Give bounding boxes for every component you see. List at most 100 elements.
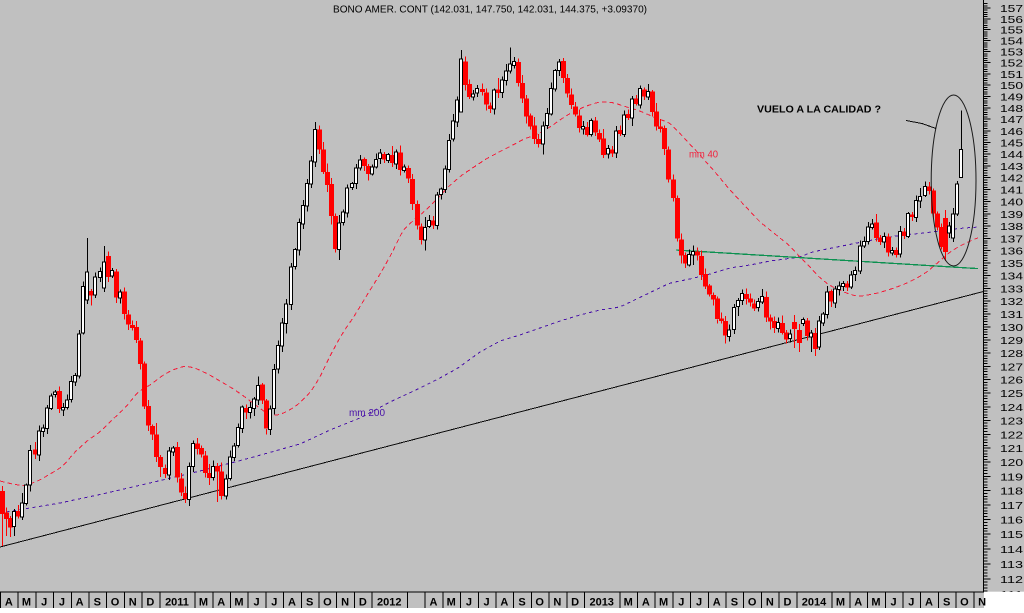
- svg-text:N: N: [341, 597, 349, 609]
- svg-text:N: N: [978, 597, 986, 609]
- svg-text:J: J: [254, 597, 260, 609]
- svg-text:mm 200: mm 200: [349, 408, 385, 419]
- svg-text:A: A: [642, 597, 650, 609]
- svg-text:D: D: [784, 597, 792, 609]
- svg-text:131: 131: [1000, 309, 1023, 321]
- svg-text:135: 135: [1000, 258, 1023, 270]
- svg-text:140: 140: [1000, 197, 1023, 209]
- svg-text:J: J: [678, 597, 684, 609]
- svg-text:J: J: [908, 597, 914, 609]
- svg-text:156: 156: [1000, 14, 1023, 26]
- svg-text:J: J: [59, 597, 65, 609]
- svg-text:151: 151: [1000, 69, 1023, 81]
- svg-text:119: 119: [1000, 471, 1023, 483]
- svg-text:D: D: [359, 597, 367, 609]
- svg-text:142: 142: [1000, 173, 1023, 185]
- svg-text:130: 130: [1000, 322, 1023, 334]
- svg-text:132: 132: [1000, 296, 1023, 308]
- svg-text:120: 120: [1000, 457, 1023, 469]
- svg-text:137: 137: [1000, 233, 1023, 245]
- svg-text:M: M: [22, 597, 31, 609]
- svg-text:N: N: [553, 597, 561, 609]
- svg-text:134: 134: [1000, 271, 1023, 283]
- svg-text:115: 115: [1000, 529, 1023, 541]
- svg-text:139: 139: [1000, 209, 1023, 221]
- svg-text:122: 122: [1000, 429, 1023, 441]
- svg-text:M: M: [659, 597, 668, 609]
- svg-text:A: A: [925, 597, 933, 609]
- svg-text:BONO AMER. CONT (142.031, 147.: BONO AMER. CONT (142.031, 147.750, 142.0…: [333, 4, 647, 16]
- svg-text:154: 154: [1000, 36, 1023, 48]
- svg-text:2014: 2014: [802, 597, 827, 609]
- svg-text:J: J: [41, 597, 47, 609]
- svg-text:2011: 2011: [165, 597, 189, 609]
- svg-text:136: 136: [1000, 246, 1023, 258]
- svg-text:127: 127: [1000, 361, 1023, 373]
- svg-text:150: 150: [1000, 80, 1023, 92]
- svg-text:125: 125: [1000, 388, 1023, 400]
- svg-text:D: D: [571, 597, 579, 609]
- svg-text:2013: 2013: [589, 597, 613, 609]
- svg-text:146: 146: [1000, 126, 1023, 138]
- svg-text:J: J: [271, 597, 277, 609]
- svg-text:O: O: [748, 597, 757, 609]
- svg-text:124: 124: [1000, 402, 1023, 414]
- svg-text:M: M: [234, 597, 243, 609]
- svg-text:128: 128: [1000, 348, 1023, 360]
- svg-text:157: 157: [1000, 3, 1023, 15]
- svg-text:117: 117: [1000, 500, 1023, 512]
- svg-text:144: 144: [1000, 149, 1023, 161]
- svg-text:M: M: [199, 597, 208, 609]
- svg-text:148: 148: [1000, 103, 1023, 115]
- svg-text:A: A: [5, 597, 13, 609]
- svg-text:J: J: [466, 597, 472, 609]
- svg-text:A: A: [430, 597, 438, 609]
- svg-text:114: 114: [1000, 544, 1023, 556]
- svg-text:O: O: [323, 597, 332, 609]
- svg-text:A: A: [713, 597, 721, 609]
- svg-text:M: M: [836, 597, 845, 609]
- svg-text:M: M: [624, 597, 633, 609]
- svg-text:112: 112: [1000, 574, 1023, 586]
- svg-text:141: 141: [1000, 185, 1023, 197]
- svg-text:S: S: [943, 597, 950, 609]
- svg-text:133: 133: [1000, 283, 1023, 295]
- svg-text:N: N: [129, 597, 137, 609]
- svg-text:J: J: [696, 597, 702, 609]
- svg-text:J: J: [484, 597, 490, 609]
- svg-text:138: 138: [1000, 221, 1023, 233]
- svg-text:121: 121: [1000, 443, 1023, 455]
- svg-text:145: 145: [1000, 137, 1023, 149]
- svg-text:S: S: [731, 597, 738, 609]
- svg-text:A: A: [854, 597, 862, 609]
- svg-text:O: O: [960, 597, 969, 609]
- svg-text:116: 116: [1000, 515, 1023, 527]
- svg-text:O: O: [111, 597, 120, 609]
- svg-text:S: S: [94, 597, 101, 609]
- svg-text:N: N: [766, 597, 774, 609]
- svg-text:129: 129: [1000, 335, 1023, 347]
- svg-text:118: 118: [1000, 486, 1023, 498]
- svg-text:A: A: [288, 597, 296, 609]
- svg-text:S: S: [518, 597, 525, 609]
- svg-text:VUELO A LA CALIDAD ?: VUELO A LA CALIDAD ?: [757, 104, 881, 116]
- svg-text:A: A: [76, 597, 84, 609]
- svg-text:152: 152: [1000, 58, 1023, 70]
- svg-text:155: 155: [1000, 25, 1023, 37]
- svg-text:A: A: [217, 597, 225, 609]
- svg-text:2012: 2012: [377, 597, 401, 609]
- svg-text:A: A: [500, 597, 508, 609]
- svg-text:113: 113: [1000, 559, 1023, 571]
- svg-text:O: O: [535, 597, 544, 609]
- svg-text:D: D: [146, 597, 154, 609]
- svg-text:143: 143: [1000, 161, 1023, 173]
- svg-text:153: 153: [1000, 47, 1023, 59]
- svg-text:mm 40: mm 40: [689, 150, 718, 161]
- svg-text:J: J: [891, 597, 897, 609]
- svg-text:S: S: [306, 597, 313, 609]
- svg-text:147: 147: [1000, 114, 1023, 126]
- svg-text:149: 149: [1000, 91, 1023, 103]
- svg-text:126: 126: [1000, 375, 1023, 387]
- svg-text:M: M: [871, 597, 880, 609]
- svg-text:M: M: [447, 597, 456, 609]
